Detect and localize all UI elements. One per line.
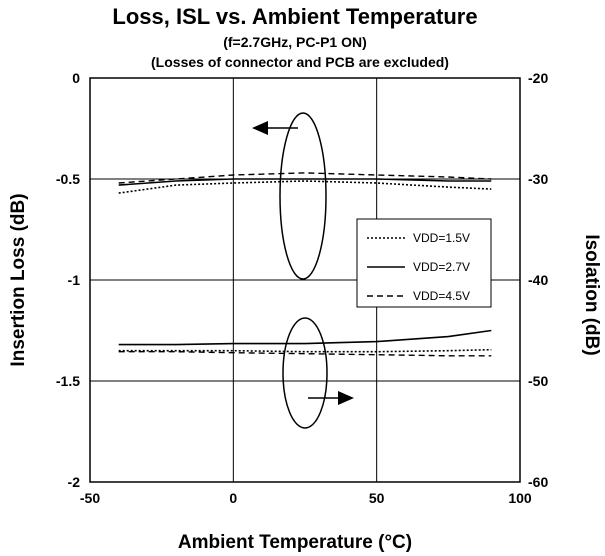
isolation-annotation-ellipse — [282, 317, 328, 429]
right-arrow-icon — [338, 391, 354, 405]
legend-box — [356, 218, 492, 308]
y-tick-label-left: -1.5 — [56, 373, 80, 389]
y-axis-right-title: Isolation (dB) — [581, 234, 602, 355]
legend-label: VDD=2.7V — [413, 260, 470, 274]
chart-title: Loss, ISL vs. Ambient Temperature — [112, 4, 477, 29]
y-tick-label-left: -0.5 — [56, 171, 80, 187]
isolation-series-line — [118, 329, 492, 346]
y-tick-label-right: -60 — [528, 474, 548, 490]
y-tick-label-left: 0 — [72, 70, 80, 86]
chart-subtitle-2: (Losses of connector and PCB are exclude… — [151, 54, 449, 70]
plot-area: -50 0 50 100 0 -0.5 -1 -1.5 -2 -20 -30 -40 -50 -60 VDD… — [56, 70, 549, 506]
insertion-loss-series-line — [118, 178, 492, 186]
x-tick-label: 50 — [369, 490, 385, 506]
y-tick-label-left: -2 — [68, 474, 81, 490]
plot-frame — [89, 77, 521, 483]
y-tick-label-right: -40 — [528, 272, 548, 288]
x-tick-label: 100 — [508, 490, 532, 506]
x-tick-label: 0 — [229, 490, 237, 506]
y-tick-label-right: -30 — [528, 171, 548, 187]
legend-label: VDD=1.5V — [413, 231, 470, 245]
y-tick-label-right: -50 — [528, 373, 548, 389]
y-axis-left-title: Insertion Loss (dB) — [8, 193, 29, 366]
isolation-series-line — [118, 348, 492, 353]
legend-label: VDD=4.5V — [413, 289, 470, 303]
insertion-loss-series-line — [118, 180, 492, 194]
y-tick-label-left: -1 — [68, 272, 81, 288]
y-tick-label-right: -20 — [528, 70, 548, 86]
insertion-loss-annotation-ellipse — [279, 112, 327, 280]
isolation-series-line — [118, 351, 492, 357]
x-axis-title: Ambient Temperature (°C) — [178, 532, 412, 553]
chart-subtitle-1: (f=2.7GHz, PC-P1 ON) — [223, 34, 367, 50]
x-tick-label: -50 — [80, 490, 100, 506]
left-arrow-icon — [252, 121, 268, 135]
